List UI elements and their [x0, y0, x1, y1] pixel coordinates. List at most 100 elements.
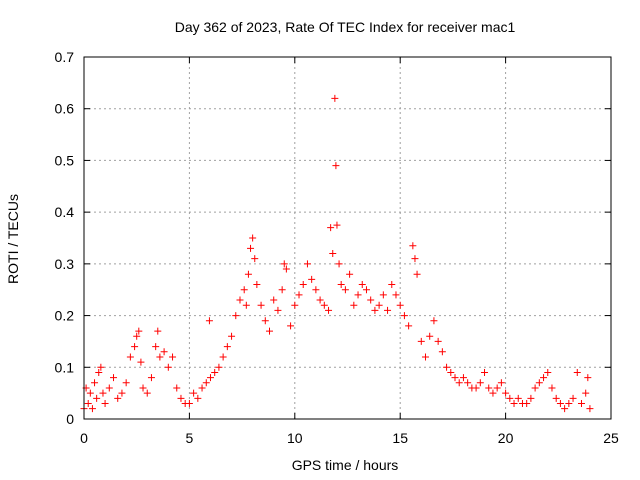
data-point — [215, 363, 223, 371]
data-point — [101, 399, 109, 407]
data-point — [362, 286, 370, 294]
data-point — [426, 332, 434, 340]
data-point — [438, 348, 446, 356]
data-point — [173, 384, 181, 392]
data-point — [544, 368, 552, 376]
y-tick-label: 0 — [66, 411, 74, 427]
data-point — [531, 384, 539, 392]
data-point — [548, 384, 556, 392]
data-point — [335, 260, 343, 268]
data-point — [156, 353, 164, 361]
data-point — [198, 384, 206, 392]
data-point — [84, 399, 92, 407]
data-point — [249, 234, 257, 242]
data-point — [540, 374, 548, 382]
data-point — [392, 291, 400, 299]
y-tick-label: 0.2 — [55, 308, 75, 324]
data-point — [371, 306, 379, 314]
data-point — [247, 244, 255, 252]
data-point — [384, 306, 392, 314]
data-point — [118, 389, 126, 397]
data-point — [295, 291, 303, 299]
data-point — [476, 379, 484, 387]
data-point — [266, 327, 274, 335]
data-point — [91, 379, 99, 387]
data-point — [506, 394, 514, 402]
data-point — [409, 242, 417, 250]
data-point — [291, 301, 299, 309]
data-point — [514, 394, 522, 402]
data-point — [205, 317, 213, 325]
data-point — [299, 281, 307, 289]
data-point — [459, 374, 467, 382]
data-point — [303, 260, 311, 268]
data-point — [190, 389, 198, 397]
data-point — [329, 250, 337, 258]
data-point — [257, 301, 265, 309]
data-point — [97, 363, 105, 371]
data-point — [177, 394, 185, 402]
data-point — [152, 343, 160, 351]
data-point — [95, 368, 103, 376]
data-point — [240, 286, 248, 294]
data-point — [244, 270, 252, 278]
data-point — [489, 389, 497, 397]
data-point — [573, 368, 581, 376]
data-point — [417, 337, 425, 345]
x-axis-label: GPS time / hours — [292, 457, 399, 473]
data-point — [447, 368, 455, 376]
data-point — [502, 389, 510, 397]
y-tick-label: 0.5 — [55, 152, 75, 168]
data-point — [122, 379, 130, 387]
data-point — [228, 332, 236, 340]
data-point — [110, 374, 118, 382]
data-point — [223, 343, 231, 351]
data-point — [211, 368, 219, 376]
x-tick-label: 20 — [498, 430, 514, 446]
data-point — [411, 255, 419, 263]
data-point — [434, 337, 442, 345]
data-point — [400, 312, 408, 320]
data-point — [523, 399, 531, 407]
data-point — [443, 363, 451, 371]
data-point — [325, 306, 333, 314]
data-point — [219, 353, 227, 361]
y-tick-label: 0.1 — [55, 359, 75, 375]
data-point — [202, 379, 210, 387]
data-point — [251, 255, 259, 263]
axis-ticks: 0 5 10 15 20 25 0 0.1 0.2 0.3 0.4 0.5 0.6 0.7 — [55, 49, 619, 446]
data-point — [388, 281, 396, 289]
data-point — [270, 296, 278, 304]
data-point — [154, 327, 162, 335]
x-tick-label: 15 — [392, 430, 408, 446]
data-point — [350, 301, 358, 309]
data-point — [86, 389, 94, 397]
data-point — [236, 296, 244, 304]
data-point — [185, 399, 193, 407]
data-point — [552, 394, 560, 402]
data-point — [337, 281, 345, 289]
data-point — [485, 384, 493, 392]
data-point — [164, 363, 172, 371]
data-point — [472, 384, 480, 392]
data-point — [139, 384, 147, 392]
data-point — [565, 399, 573, 407]
data-point — [510, 399, 518, 407]
data-point — [131, 343, 139, 351]
data-point — [135, 327, 143, 335]
x-tick-label: 25 — [603, 430, 619, 446]
data-point — [206, 374, 214, 382]
data-point — [133, 332, 141, 340]
data-point — [253, 281, 261, 289]
data-point — [99, 389, 107, 397]
data-point — [455, 379, 463, 387]
data-point — [105, 384, 113, 392]
data-point — [332, 162, 340, 170]
data-point — [169, 353, 177, 361]
data-point — [126, 353, 134, 361]
data-point — [242, 301, 250, 309]
data-point — [464, 379, 472, 387]
data-point — [278, 286, 286, 294]
data-point — [261, 317, 269, 325]
data-point — [346, 270, 354, 278]
